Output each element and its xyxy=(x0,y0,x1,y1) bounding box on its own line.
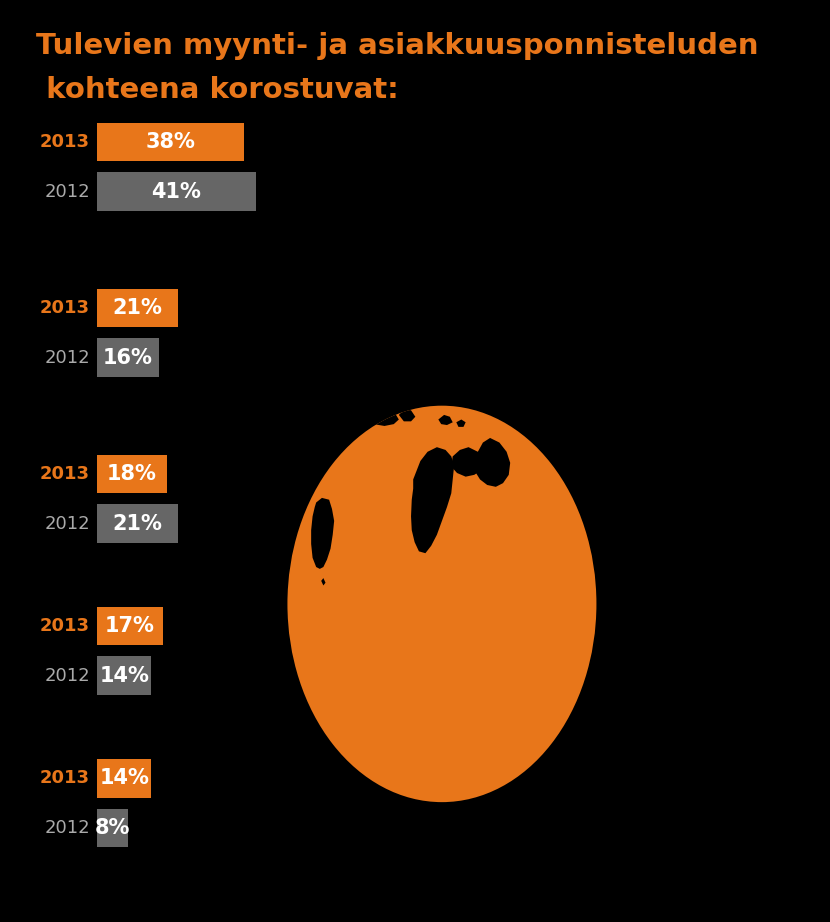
Polygon shape xyxy=(309,408,338,431)
Text: 2012: 2012 xyxy=(44,819,90,837)
FancyBboxPatch shape xyxy=(97,504,178,543)
Text: 21%: 21% xyxy=(113,514,163,534)
FancyBboxPatch shape xyxy=(97,123,245,161)
Text: 2013: 2013 xyxy=(40,299,90,317)
FancyBboxPatch shape xyxy=(97,607,163,645)
FancyBboxPatch shape xyxy=(97,172,256,211)
Text: 38%: 38% xyxy=(146,132,196,152)
Polygon shape xyxy=(321,578,325,585)
Polygon shape xyxy=(411,447,454,553)
Text: 2012: 2012 xyxy=(44,514,90,533)
Polygon shape xyxy=(352,404,359,412)
Text: 2013: 2013 xyxy=(40,769,90,787)
Polygon shape xyxy=(311,498,334,569)
Text: kohteena korostuvat:: kohteena korostuvat: xyxy=(36,76,398,103)
Text: 2013: 2013 xyxy=(40,617,90,635)
Text: 2012: 2012 xyxy=(44,349,90,367)
Polygon shape xyxy=(399,409,415,421)
Polygon shape xyxy=(367,408,399,426)
Polygon shape xyxy=(438,415,452,425)
Circle shape xyxy=(287,406,597,802)
Text: 17%: 17% xyxy=(105,616,155,636)
Text: 41%: 41% xyxy=(152,182,202,202)
Text: 16%: 16% xyxy=(103,348,153,368)
Text: 2013: 2013 xyxy=(40,133,90,151)
Text: 21%: 21% xyxy=(113,298,163,318)
FancyBboxPatch shape xyxy=(97,289,178,327)
Polygon shape xyxy=(474,438,510,487)
FancyBboxPatch shape xyxy=(97,455,167,493)
Text: 2012: 2012 xyxy=(44,183,90,201)
Text: 2012: 2012 xyxy=(44,667,90,685)
Polygon shape xyxy=(336,404,350,415)
FancyBboxPatch shape xyxy=(97,759,151,798)
Polygon shape xyxy=(452,447,483,477)
Text: 14%: 14% xyxy=(100,666,149,686)
Polygon shape xyxy=(457,420,466,427)
Text: 2013: 2013 xyxy=(40,465,90,483)
FancyBboxPatch shape xyxy=(97,338,159,377)
Text: 18%: 18% xyxy=(107,464,157,484)
Polygon shape xyxy=(298,420,330,502)
Polygon shape xyxy=(361,408,368,415)
Text: 14%: 14% xyxy=(100,768,149,788)
FancyBboxPatch shape xyxy=(97,656,151,695)
Text: 8%: 8% xyxy=(95,818,130,838)
FancyBboxPatch shape xyxy=(97,809,128,847)
Text: Tulevien myynti- ja asiakkuusponnisteluden: Tulevien myynti- ja asiakkuusponnistelud… xyxy=(36,32,759,60)
